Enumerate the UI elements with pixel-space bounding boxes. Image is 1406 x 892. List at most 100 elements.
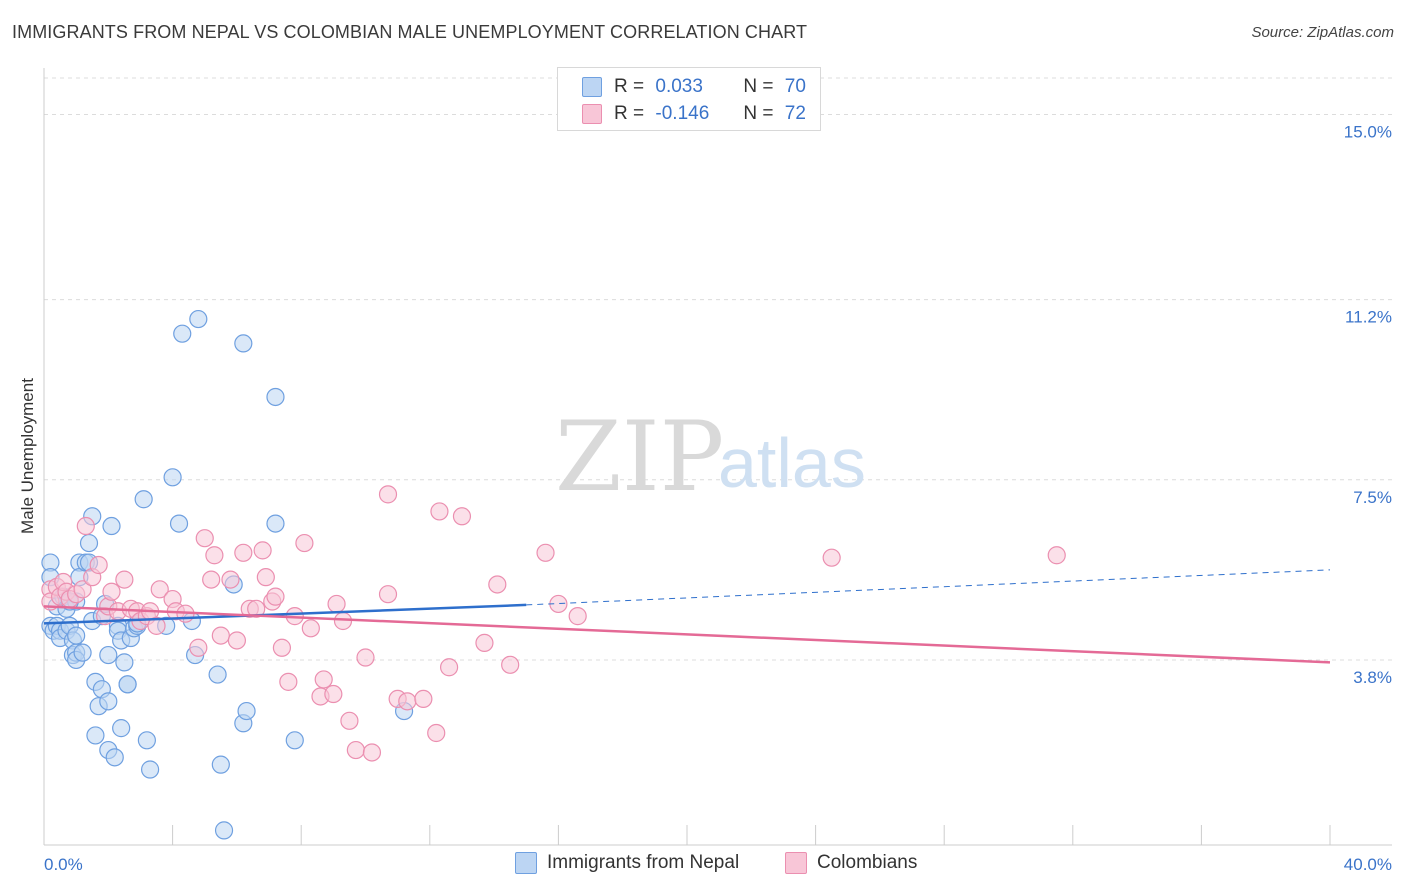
chart-title: IMMIGRANTS FROM NEPAL VS COLOMBIAN MALE … (12, 22, 808, 42)
colombians-point-33 (227, 631, 246, 650)
colombians-point-66 (378, 485, 398, 504)
nepal-point-61 (234, 334, 253, 353)
nepal-point-32 (99, 645, 118, 665)
colombians-point-68 (452, 507, 472, 526)
colombians-point-71 (1047, 546, 1066, 565)
legend-label-nepal: Immigrants from Nepal (547, 852, 740, 873)
trend-nepal-dashed (526, 569, 1331, 606)
colombians-point-62 (501, 655, 520, 674)
legend-swatch-colombians (582, 104, 602, 124)
n-value-colombians: 72 (784, 103, 806, 124)
nepal-point-31 (99, 692, 118, 711)
colombians-point-57 (398, 692, 417, 711)
correlation-legend: R = 0.033 N = 70 R = -0.146 N = 72 (557, 67, 821, 131)
colombians-point-37 (253, 541, 272, 560)
watermark: ZIP atlas (555, 401, 866, 513)
colombians-point-40 (266, 587, 285, 606)
trend-lines (43, 569, 1331, 664)
nepal-point-62 (266, 387, 285, 407)
colombians-point-28 (195, 529, 214, 548)
x-tick-label-1: 40.0% (1344, 855, 1392, 874)
colombians-point-27 (189, 638, 208, 657)
colombians-point-47 (314, 670, 333, 689)
colombians-point-69 (488, 575, 507, 594)
colombians-point-45 (301, 619, 320, 638)
colombians-point-59 (427, 723, 446, 743)
legend-swatch-nepal (515, 852, 537, 874)
colombians-point-29 (202, 570, 221, 589)
colombians-point-36 (247, 599, 266, 618)
colombians-point-63 (536, 543, 555, 562)
colombians-point-55 (378, 585, 398, 604)
y-tick-label-2: 11.2% (1345, 308, 1392, 327)
colombians-point-67 (430, 502, 449, 521)
nepal-point-47 (140, 760, 160, 779)
source-label: Source: ZipAtlas.com (1251, 24, 1394, 41)
y-tick-label-1: 7.5% (1353, 488, 1392, 507)
tick-labels: 3.8% 7.5% 11.2% 15.0% 0.0% 40.0% (44, 123, 1392, 874)
colombians-point-14 (102, 582, 121, 601)
legend-row-nepal: R = 0.033 N = 70 (582, 74, 806, 100)
nepal-point-63 (266, 514, 285, 533)
colombians-point-60 (439, 658, 459, 677)
colombians-point-42 (279, 672, 298, 691)
nepal-point-38 (112, 719, 131, 738)
colombians-point-22 (147, 616, 166, 635)
legend-item-nepal[interactable]: Immigrants from Nepal (515, 852, 739, 874)
colombians-point-48 (324, 684, 343, 704)
nepal-point-39 (115, 653, 134, 672)
colombians-point-54 (362, 743, 382, 762)
legend-row-colombians: R = -0.146 N = 72 (582, 101, 806, 127)
colombians-point-38 (256, 568, 275, 587)
colombians-point-9 (76, 516, 95, 536)
watermark-zip: ZIP (555, 401, 724, 513)
nepal-point-64 (285, 731, 304, 750)
nepal-point-55 (208, 665, 227, 684)
nepal-point-51 (173, 324, 192, 343)
nepal-point-20 (79, 533, 99, 553)
trend-nepal-solid (43, 603, 527, 625)
trend-colombians (43, 605, 1331, 664)
r-label: R = (614, 76, 645, 97)
legend-item-colombians[interactable]: Colombians (785, 852, 917, 874)
nepal-point-60 (237, 701, 256, 721)
colombians-point-70 (822, 548, 841, 567)
r-value-nepal: 0.033 (655, 76, 703, 97)
colombians-point-16 (115, 570, 134, 589)
gridlines (44, 77, 1392, 661)
nepal-point-25 (86, 726, 105, 745)
colombians-point-65 (568, 607, 587, 626)
y-tick-label-3: 15.0% (1344, 123, 1392, 142)
n-label: N = (743, 103, 774, 124)
x-tick-label-0: 0.0% (44, 855, 83, 874)
colombians-point-8 (73, 580, 92, 599)
colombians-point-32 (221, 570, 240, 589)
axes (43, 68, 1392, 846)
colombians-point-44 (295, 533, 314, 553)
nepal-point-67 (73, 643, 92, 662)
nepal-point-34 (105, 748, 124, 767)
nepal-point-69 (67, 626, 86, 645)
colombians-point-31 (211, 626, 230, 645)
colombians-point-34 (234, 543, 253, 562)
colombians-point-23 (150, 580, 169, 599)
n-value-nepal: 70 (784, 76, 806, 97)
y-tick-label-0: 3.8% (1353, 668, 1392, 687)
legend-swatch-colombians (785, 852, 807, 874)
colombians-point-49 (327, 594, 346, 614)
colombians-point-51 (340, 711, 359, 730)
colombians-point-58 (414, 689, 433, 709)
colombians-point-61 (475, 633, 494, 653)
legend-swatch-nepal (582, 77, 602, 97)
r-value-colombians: -0.146 (655, 103, 710, 124)
nepal-point-46 (137, 731, 156, 750)
nepal-point-50 (169, 514, 189, 533)
r-label: R = (614, 103, 645, 124)
n-label: N = (743, 76, 774, 97)
nepal-point-45 (134, 490, 153, 509)
watermark-atlas: atlas (718, 424, 866, 502)
nepal-point-49 (163, 468, 182, 487)
legend-label-colombians: Colombians (817, 852, 918, 873)
colombians-point-52 (346, 740, 365, 760)
